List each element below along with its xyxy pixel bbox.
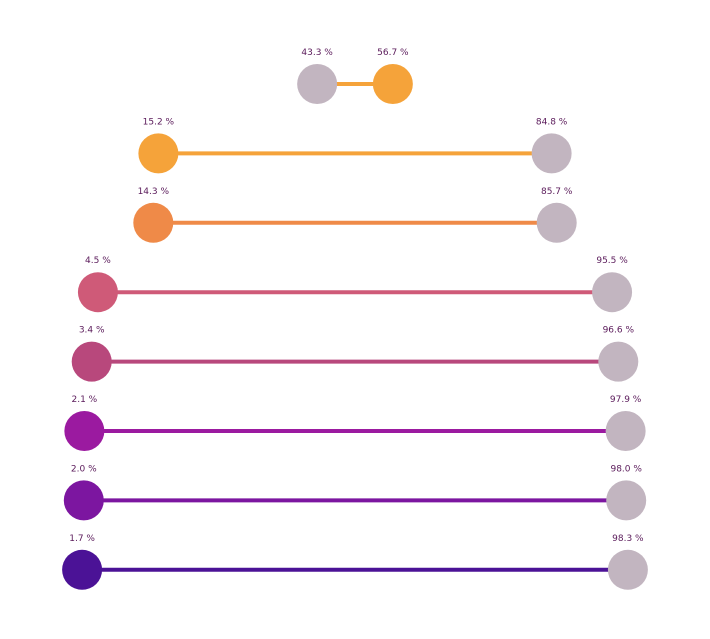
left-dot	[63, 480, 104, 521]
right-value-label: 98.3 %	[612, 534, 644, 544]
right-dot	[606, 480, 647, 521]
left-value-label: 2.1 %	[71, 395, 97, 405]
right-dot	[605, 411, 646, 451]
right-dot	[536, 202, 577, 243]
left-dot	[71, 341, 112, 382]
dumbbell-row: 1.7 % 98.3 %	[62, 534, 648, 590]
dumbbell-row: 2.0 % 98.0 %	[63, 464, 647, 521]
dumbbell-row: 15.2 % 84.8 %	[138, 117, 572, 174]
right-value-label: 56.7 %	[377, 48, 409, 58]
right-dot	[372, 64, 413, 104]
left-dot	[62, 549, 103, 590]
left-dot	[138, 133, 179, 174]
dumbbell-row: 43.3 % 56.7 %	[297, 48, 413, 104]
left-value-label: 15.2 %	[143, 117, 175, 127]
left-dot	[77, 272, 118, 313]
dumbbell-row: 4.5 % 95.5 %	[77, 256, 633, 313]
left-value-label: 14.3 %	[138, 187, 170, 197]
right-dot	[531, 133, 572, 174]
right-dot	[592, 272, 633, 313]
left-value-label: 4.5 %	[85, 256, 111, 266]
left-dot	[64, 411, 105, 451]
right-value-label: 96.6 %	[603, 326, 635, 336]
dumbbell-row: 14.3 % 85.7 %	[133, 187, 577, 243]
right-value-label: 84.8 %	[536, 117, 568, 127]
left-value-label: 1.7 %	[69, 534, 95, 544]
right-value-label: 97.9 %	[610, 395, 642, 405]
left-dot	[133, 202, 174, 243]
right-value-label: 85.7 %	[541, 187, 573, 197]
right-dot	[607, 549, 648, 590]
dumbbell-row: 3.4 % 96.6 %	[71, 326, 639, 382]
left-dot	[297, 64, 338, 104]
right-value-label: 98.0 %	[610, 464, 642, 474]
left-value-label: 3.4 %	[79, 326, 105, 336]
right-dot	[598, 341, 639, 382]
dumbbell-row: 2.1 % 97.9 %	[64, 395, 646, 451]
left-value-label: 43.3 %	[301, 48, 333, 58]
right-value-label: 95.5 %	[596, 256, 628, 266]
left-value-label: 2.0 %	[71, 464, 97, 474]
